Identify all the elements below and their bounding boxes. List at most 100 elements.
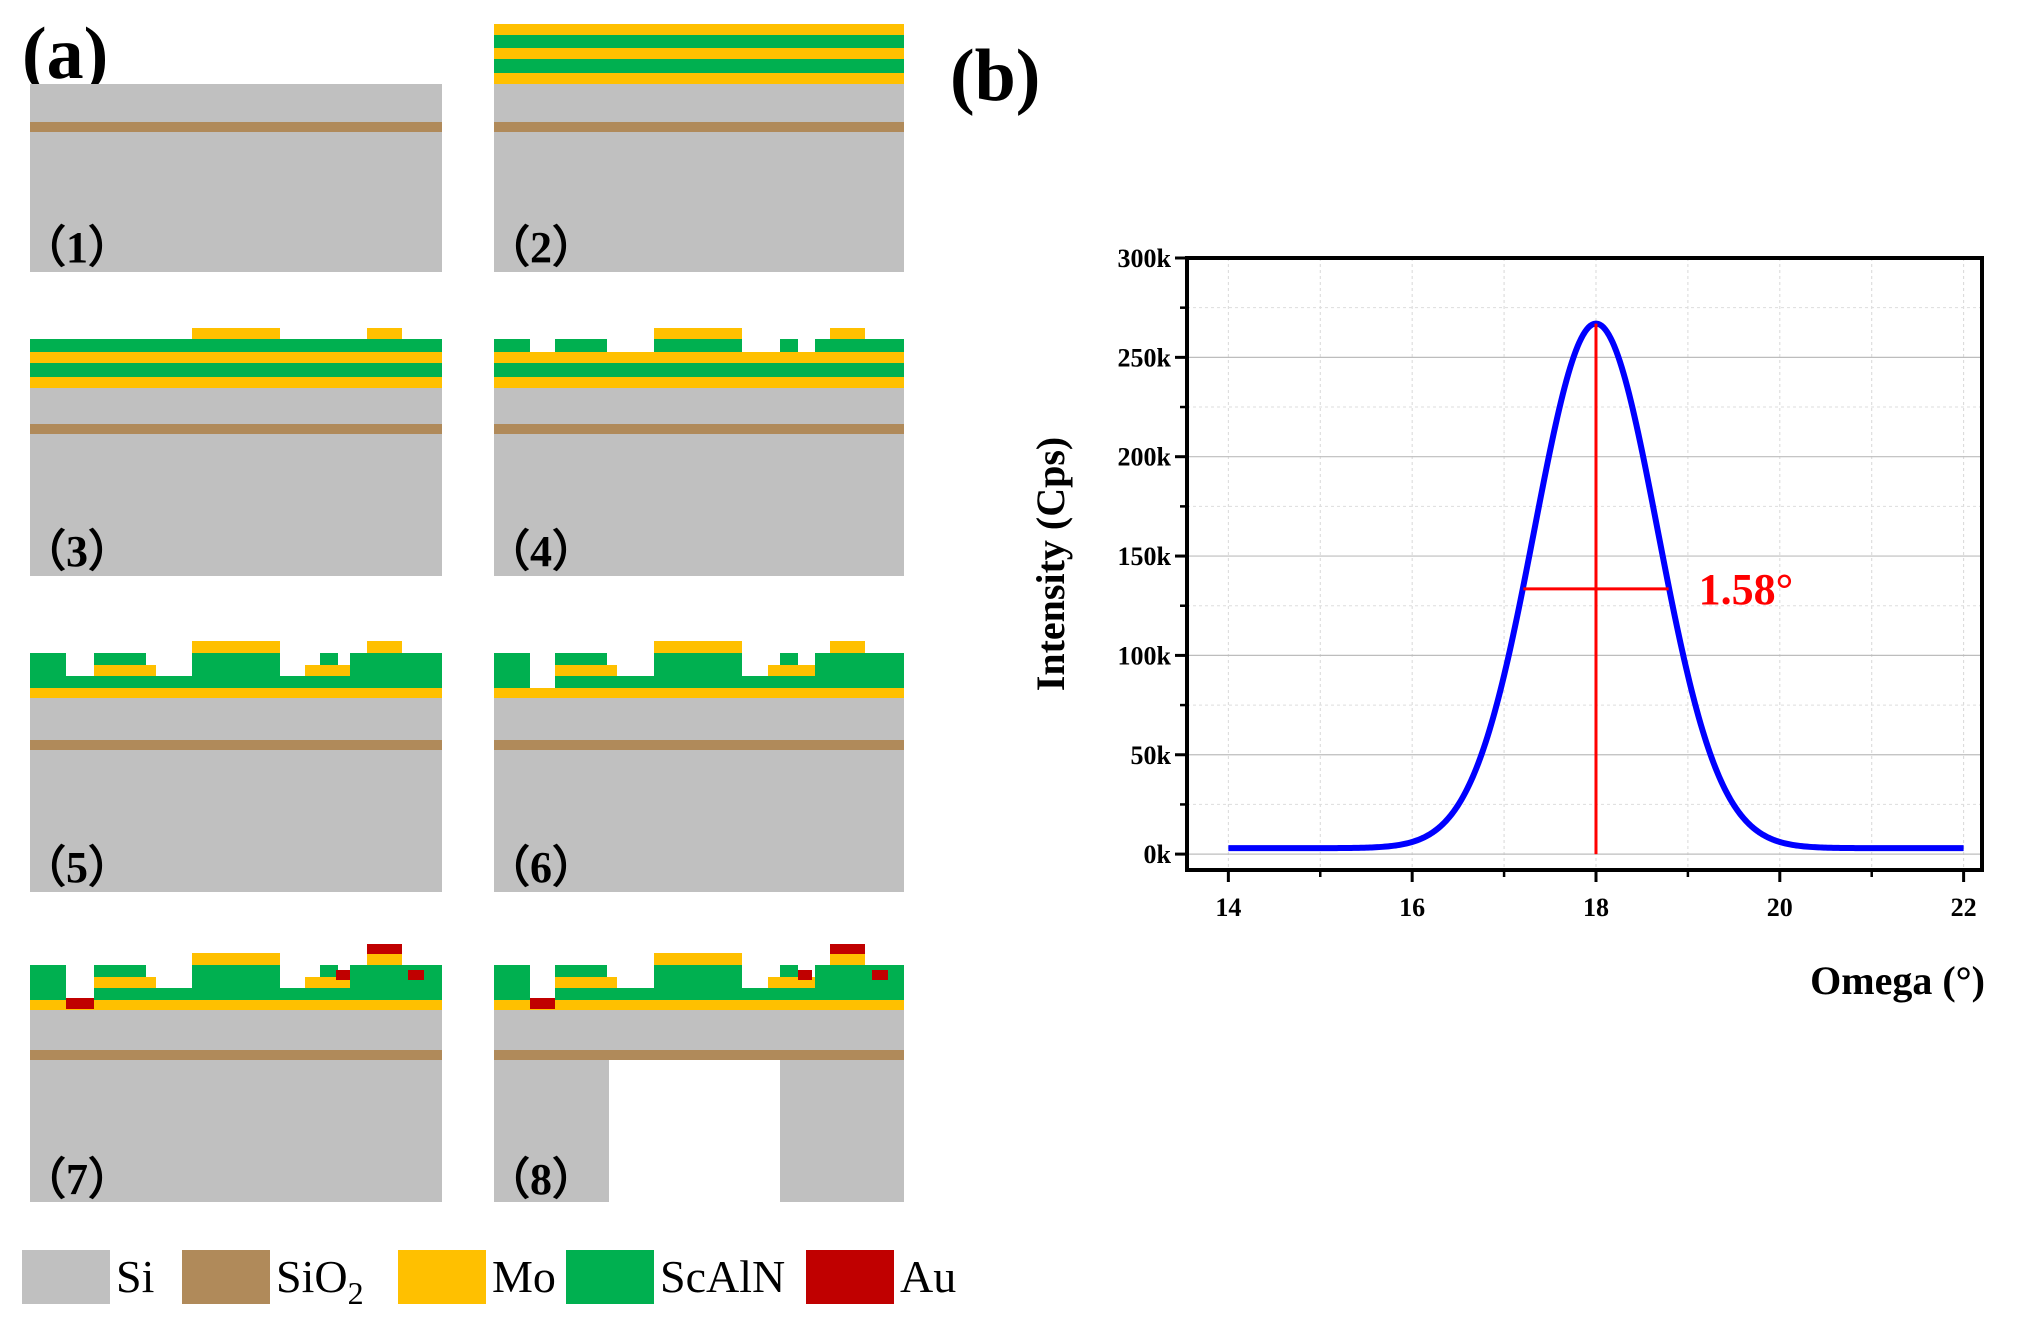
etched-via bbox=[530, 988, 555, 1000]
scaln-island bbox=[780, 965, 798, 977]
scaln-bottom-layer bbox=[494, 59, 904, 73]
mo-bottom-layer bbox=[494, 73, 904, 84]
legend-swatch-mo bbox=[398, 1250, 486, 1304]
si-substrate bbox=[494, 388, 904, 576]
scaln-island bbox=[654, 339, 742, 352]
y-tick-label: 200k bbox=[1118, 443, 1172, 472]
scaln-bottom-layer bbox=[30, 676, 442, 688]
mo-bottom-layer bbox=[30, 377, 442, 388]
plot-frame bbox=[1185, 256, 1984, 872]
legend-item-mo: Mo bbox=[398, 1250, 556, 1304]
step-7-label: （7） bbox=[22, 1155, 132, 1204]
mo-top-electrode bbox=[830, 641, 865, 653]
scaln-island bbox=[494, 965, 530, 977]
x-tick-label: 22 bbox=[1951, 893, 1977, 922]
mo-step bbox=[94, 977, 156, 988]
si-substrate bbox=[494, 698, 904, 892]
step-6-label: （6） bbox=[486, 843, 596, 892]
mo-top-electrode bbox=[192, 328, 280, 339]
scaln-island bbox=[815, 965, 904, 977]
step-5-label: （5） bbox=[22, 843, 132, 892]
material-legend: Si SiO2 Mo ScAlN Au bbox=[22, 1250, 956, 1311]
step-2-label: （2） bbox=[486, 223, 596, 272]
scaln-island bbox=[350, 965, 442, 977]
fwhm-label: 1.58° bbox=[1699, 565, 1794, 614]
scaln-step bbox=[350, 977, 442, 988]
etched-via bbox=[66, 988, 94, 1000]
x-tick-label: 18 bbox=[1583, 893, 1609, 922]
y-tick-label: 0k bbox=[1144, 840, 1172, 869]
scaln-island bbox=[555, 653, 607, 665]
scaln-top-layer bbox=[494, 35, 904, 48]
legend-label-sio2-sub: 2 bbox=[348, 1275, 364, 1311]
legend-label-sio2-base: SiO bbox=[276, 1251, 348, 1302]
legend-label-sio2: SiO2 bbox=[276, 1251, 364, 1311]
sio2-layer bbox=[30, 424, 442, 434]
scaln-island bbox=[815, 339, 904, 352]
scaln-island bbox=[192, 965, 280, 977]
sio2-layer bbox=[30, 1050, 442, 1060]
mo-mid-layer bbox=[30, 352, 442, 363]
mo-step bbox=[555, 977, 617, 988]
process-step-7: （7） bbox=[22, 944, 442, 1204]
sio2-layer bbox=[494, 122, 904, 132]
mo-top-electrode bbox=[654, 953, 742, 965]
scaln-island bbox=[30, 965, 66, 977]
scaln-top-layer bbox=[30, 339, 442, 352]
scaln-island bbox=[192, 653, 280, 665]
mo-top-electrode bbox=[367, 641, 402, 653]
mo-bottom-layer bbox=[30, 1000, 442, 1010]
mo-top-layer bbox=[494, 24, 904, 35]
step-3-label: （3） bbox=[22, 527, 132, 576]
scaln-bottom-layer bbox=[30, 988, 442, 1000]
scaln-island bbox=[780, 653, 798, 665]
mo-top-electrode bbox=[367, 953, 402, 965]
scaln-island bbox=[555, 965, 607, 977]
mo-top-electrode bbox=[654, 641, 742, 653]
scaln-island bbox=[555, 339, 607, 352]
legend-label-si: Si bbox=[116, 1251, 154, 1302]
scaln-island bbox=[494, 653, 530, 665]
scaln-step bbox=[192, 977, 280, 988]
panel-a-label: (a) bbox=[22, 13, 108, 95]
legend-swatch-sio2 bbox=[182, 1250, 270, 1304]
scaln-island bbox=[654, 653, 742, 665]
si-membrane bbox=[494, 1010, 904, 1050]
mo-top-electrode bbox=[367, 328, 402, 339]
mo-step bbox=[94, 665, 156, 676]
step-1-label: （1） bbox=[22, 223, 132, 272]
legend-swatch-au bbox=[806, 1250, 894, 1304]
scaln-bottom-layer bbox=[30, 363, 442, 377]
mo-bottom-layer bbox=[494, 377, 904, 388]
mo-bottom-layer bbox=[30, 688, 442, 698]
au-pad bbox=[872, 970, 888, 980]
scaln-step bbox=[350, 665, 442, 676]
au-pad bbox=[830, 944, 865, 954]
scaln-island bbox=[780, 339, 798, 352]
y-tick-label: 50k bbox=[1131, 741, 1172, 770]
y-axis: 0k 50k 100k 150k 200k 250k 300k bbox=[1118, 244, 1187, 869]
au-pad bbox=[336, 970, 350, 980]
legend-item-si: Si bbox=[22, 1250, 154, 1304]
y-tick-label: 300k bbox=[1118, 244, 1172, 273]
scaln-step bbox=[30, 665, 66, 676]
scaln-step bbox=[654, 665, 742, 676]
process-step-2: （2） bbox=[486, 24, 904, 272]
x-axis-title: Omega (°) bbox=[1810, 958, 1985, 1003]
legend-swatch-scaln bbox=[566, 1250, 654, 1304]
process-step-5: （5） bbox=[22, 641, 442, 892]
si-substrate bbox=[30, 84, 442, 272]
grid bbox=[1187, 257, 1982, 870]
scaln-step bbox=[30, 977, 66, 988]
mo-top-electrode bbox=[192, 641, 280, 653]
legend-swatch-si bbox=[22, 1250, 110, 1304]
scaln-step bbox=[494, 977, 530, 988]
scaln-island bbox=[350, 653, 442, 665]
scaln-island bbox=[494, 339, 530, 352]
mo-top-electrode bbox=[830, 953, 865, 965]
scaln-island bbox=[94, 653, 146, 665]
si-substrate bbox=[30, 698, 442, 892]
si-substrate bbox=[30, 388, 442, 576]
sio2-layer bbox=[30, 122, 442, 132]
scaln-step bbox=[494, 665, 530, 676]
